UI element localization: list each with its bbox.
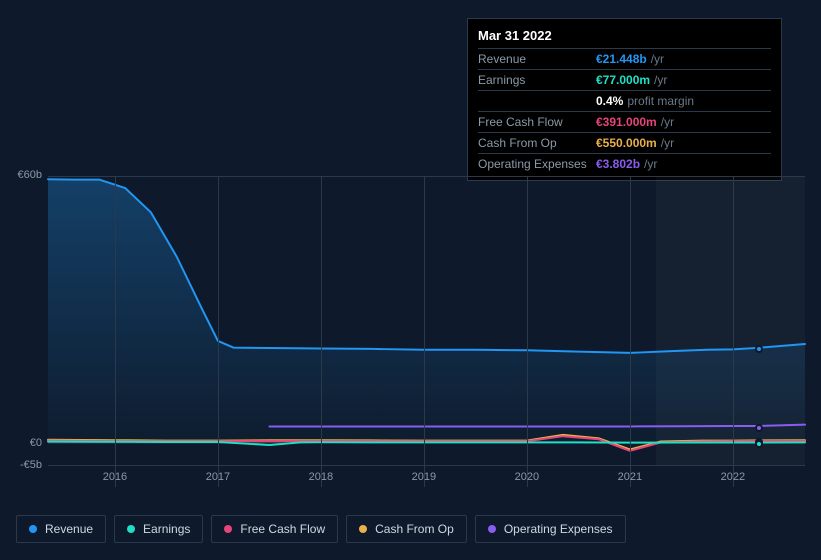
legend-label: Revenue <box>45 522 93 536</box>
chart-legend: Revenue Earnings Free Cash Flow Cash From O… <box>16 515 626 543</box>
financials-chart[interactable]: 2016201720182019202020212022 €60b€0-€5b <box>16 158 805 493</box>
x-axis-label: 2021 <box>618 471 642 483</box>
legend-dot-icon <box>359 525 367 533</box>
tooltip-row: Free Cash Flow€391.000m/yr <box>478 111 771 132</box>
tooltip-value: €21.448b <box>596 52 647 66</box>
x-gridline <box>218 177 219 487</box>
legend-item-operating-expenses[interactable]: Operating Expenses <box>475 515 626 543</box>
legend-label: Earnings <box>143 522 190 536</box>
legend-label: Cash From Op <box>375 522 454 536</box>
y-axis-label: €0 <box>2 437 42 449</box>
tooltip-row: Revenue€21.448b/yr <box>478 48 771 69</box>
legend-item-free-cash-flow[interactable]: Free Cash Flow <box>211 515 338 543</box>
legend-label: Operating Expenses <box>504 522 613 536</box>
tooltip-unit: /yr <box>661 136 674 150</box>
legend-item-revenue[interactable]: Revenue <box>16 515 106 543</box>
x-axis-label: 2019 <box>412 471 436 483</box>
tooltip-label: Cash From Op <box>478 136 596 150</box>
tooltip-row: Cash From Op€550.000m/yr <box>478 132 771 153</box>
x-gridline <box>115 177 116 487</box>
tooltip-unit: /yr <box>661 115 674 129</box>
legend-dot-icon <box>488 525 496 533</box>
x-gridline <box>733 177 734 487</box>
tooltip-date: Mar 31 2022 <box>478 25 771 48</box>
legend-item-earnings[interactable]: Earnings <box>114 515 203 543</box>
legend-item-cash-from-op[interactable]: Cash From Op <box>346 515 467 543</box>
tooltip-label: Free Cash Flow <box>478 115 596 129</box>
x-axis-label: 2022 <box>721 471 745 483</box>
x-axis-label: 2017 <box>206 471 230 483</box>
tooltip-unit: /yr <box>654 73 667 87</box>
series-marker <box>755 424 763 432</box>
legend-dot-icon <box>224 525 232 533</box>
tooltip-value: €391.000m <box>596 115 657 129</box>
series-marker <box>755 440 763 448</box>
tooltip-unit: /yr <box>651 52 664 66</box>
tooltip-row: 0.4% profit margin <box>478 90 771 111</box>
x-gridline <box>527 177 528 487</box>
legend-dot-icon <box>29 525 37 533</box>
y-axis-label: -€5b <box>2 459 42 471</box>
x-axis-label: 2020 <box>515 471 539 483</box>
legend-label: Free Cash Flow <box>240 522 325 536</box>
y-axis-label: €60b <box>2 169 42 181</box>
legend-dot-icon <box>127 525 135 533</box>
tooltip-value: €77.000m <box>596 73 650 87</box>
x-axis-label: 2016 <box>103 471 127 483</box>
tooltip-label: Earnings <box>478 73 596 87</box>
x-axis-label: 2018 <box>309 471 333 483</box>
x-gridline <box>321 177 322 487</box>
tooltip-label: Revenue <box>478 52 596 66</box>
tooltip-value: 0.4% <box>596 94 623 108</box>
tooltip-value: €550.000m <box>596 136 657 150</box>
series-marker <box>755 345 763 353</box>
x-gridline <box>630 177 631 487</box>
tooltip-row: Earnings€77.000m/yr <box>478 69 771 90</box>
chart-tooltip: Mar 31 2022 Revenue€21.448b/yrEarnings€7… <box>467 18 782 181</box>
tooltip-unit: profit margin <box>627 94 694 108</box>
x-gridline <box>424 177 425 487</box>
